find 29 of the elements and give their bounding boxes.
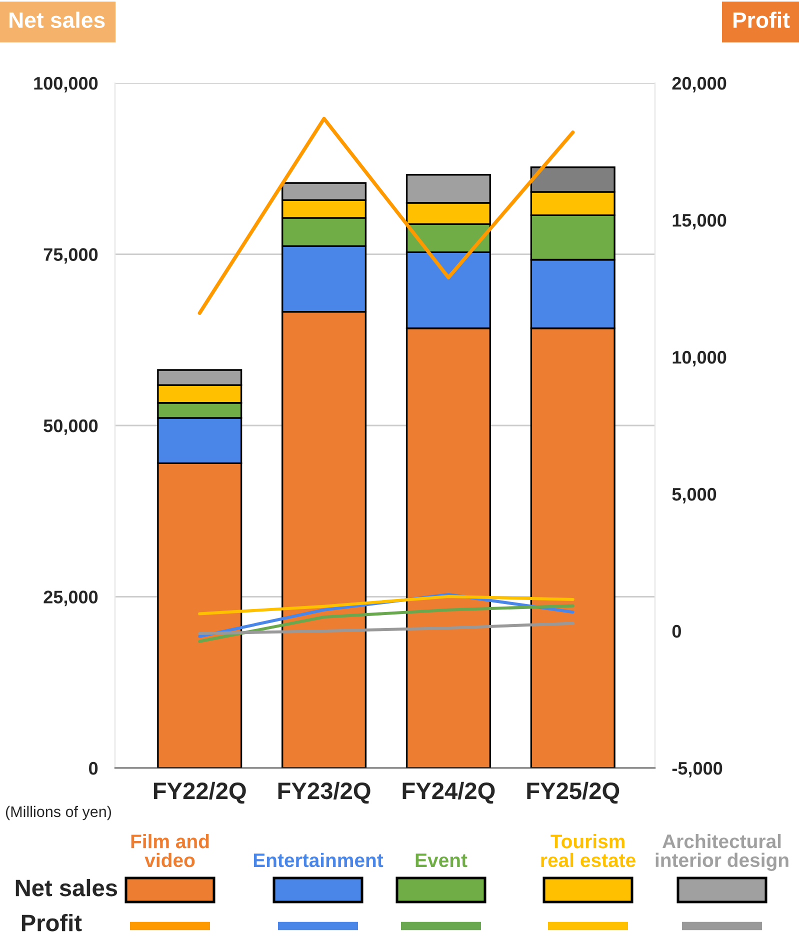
y2-tick-label: 20,000 bbox=[672, 76, 726, 92]
text: Architectural interior design bbox=[656, 834, 788, 871]
y-axis-title: Net sales bbox=[9, 12, 105, 28]
x-tick-label: FY22/2Q bbox=[154, 782, 246, 804]
y-tick-label: 50,000 bbox=[44, 419, 98, 435]
y2-axis-title: Profit bbox=[733, 12, 790, 28]
line-series bbox=[198, 116, 575, 315]
text: Event bbox=[416, 854, 468, 868]
y2-tick-label: 0 bbox=[672, 624, 681, 638]
text: Entertainment bbox=[254, 852, 384, 868]
text: Net sales bbox=[16, 878, 118, 896]
text: Film and video bbox=[131, 834, 209, 868]
text: Tourism real estate bbox=[541, 834, 636, 868]
y-tick-label: 25,000 bbox=[44, 590, 98, 606]
text: (Millions of yen) bbox=[6, 806, 112, 820]
x-tick-label: FY25/2Q bbox=[527, 782, 620, 804]
line-series bbox=[198, 622, 574, 635]
line-series bbox=[198, 604, 574, 643]
y-tick-label: 0 bbox=[89, 762, 98, 775]
y-tick-label: 100,000 bbox=[34, 76, 98, 92]
y-tick-label: 75,000 bbox=[44, 248, 98, 264]
x-tick-label: FY24/2Q bbox=[402, 782, 495, 804]
line-series bbox=[198, 594, 574, 616]
y2-tick-label: -5,000 bbox=[672, 762, 722, 778]
y2-tick-label: 10,000 bbox=[672, 350, 726, 366]
y2-tick-label: 5,000 bbox=[672, 488, 716, 504]
x-tick-label: FY23/2Q bbox=[278, 782, 370, 804]
text: Profit bbox=[22, 914, 82, 932]
y2-tick-label: 15,000 bbox=[672, 214, 726, 230]
